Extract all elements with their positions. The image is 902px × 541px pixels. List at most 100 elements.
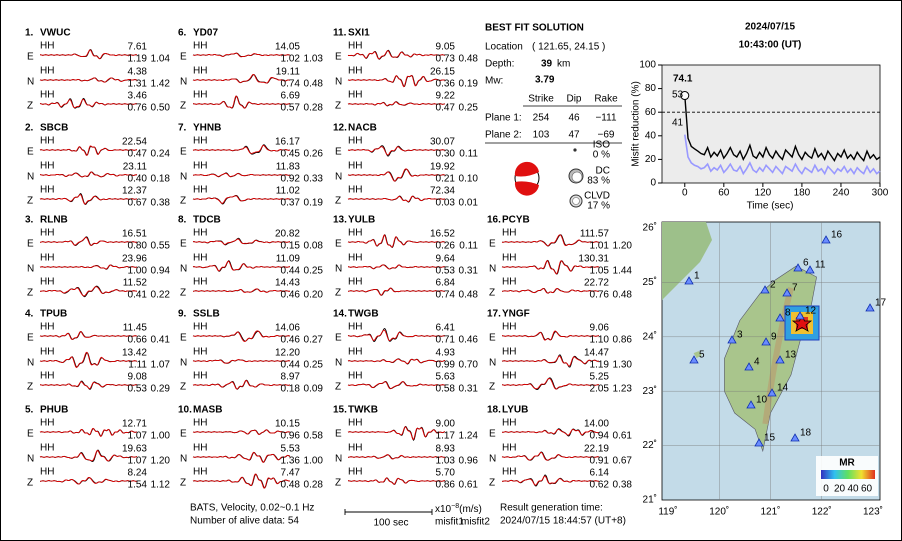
instrument-code: HH xyxy=(193,90,207,101)
misfit1-value: 1.19 xyxy=(128,54,148,65)
station-map-label: 1 xyxy=(694,271,700,282)
instrument-code: HH xyxy=(40,277,54,288)
misfit1-value: 0.71 xyxy=(436,335,456,346)
misfit2-value: 0.28 xyxy=(304,103,324,114)
misfit1-value: 0.58 xyxy=(436,384,456,395)
synthetic-waveform xyxy=(39,427,138,438)
instrument-code: HH xyxy=(348,277,362,288)
misfit2-value: 0.09 xyxy=(304,384,324,395)
x-tick-label: 120 xyxy=(755,188,772,199)
component-label: E xyxy=(335,147,342,158)
misfit2-value: 0.70 xyxy=(459,360,479,371)
station-name: NACB xyxy=(348,123,377,134)
station-name: TWKB xyxy=(348,405,378,416)
misfit1-value: 0.47 xyxy=(436,103,456,114)
synthetic-waveform xyxy=(39,381,138,390)
station-number: 16. xyxy=(487,215,501,226)
amplitude: 9.06 xyxy=(590,323,610,334)
misfit2-value: 0.38 xyxy=(151,198,171,209)
synthetic-waveform xyxy=(347,50,446,60)
instrument-code: HH xyxy=(348,136,362,147)
misfit1-value: 0.80 xyxy=(128,241,148,252)
amplitude: 16.17 xyxy=(275,137,300,148)
map-ridge xyxy=(762,287,794,425)
station-number: 18. xyxy=(487,405,501,416)
misfit2-value: 0.38 xyxy=(613,480,633,491)
misfit1-value: 2.05 xyxy=(590,384,610,395)
synthetic-waveform xyxy=(347,381,446,390)
component-label: Z xyxy=(27,101,33,112)
station-marker xyxy=(793,263,803,272)
synthetic-waveform xyxy=(347,195,446,203)
synthetic-waveform xyxy=(192,380,291,390)
misfit2-value: 1.07 xyxy=(151,360,171,371)
misfit2-value: 0.08 xyxy=(304,241,324,252)
station-map-label: 5 xyxy=(699,350,705,361)
column-header: Rake xyxy=(594,94,618,105)
misfit1-value: 0.74 xyxy=(281,79,301,90)
component-label: Z xyxy=(335,288,341,299)
misfit1-value: 0.03 xyxy=(436,198,456,209)
misfit2-value: 0.26 xyxy=(304,149,324,160)
misfit2-value: 1.12 xyxy=(151,480,171,491)
component-label: Z xyxy=(489,478,495,489)
synthetic-waveform xyxy=(501,451,600,461)
instrument-code: HH xyxy=(502,277,516,288)
station-name: PCYB xyxy=(502,215,530,226)
misfit1-value: 1.36 xyxy=(281,456,301,467)
amplitude: 4.38 xyxy=(128,67,148,78)
synthetic-waveform xyxy=(347,329,446,342)
misfit2-value: 0.22 xyxy=(151,290,171,301)
misfit2-value: 0.86 xyxy=(613,335,633,346)
solution-title: BEST FIT SOLUTION xyxy=(485,23,584,34)
best-time-marker xyxy=(680,91,690,101)
synthetic-waveform xyxy=(193,95,291,109)
component-label: N xyxy=(489,358,496,369)
synthetic-waveform xyxy=(347,426,446,441)
station-map-label: 11 xyxy=(815,260,826,271)
misfit2-value: 0.48 xyxy=(459,54,479,65)
instrument-code: HH xyxy=(40,371,54,382)
misfit1-value: 0.57 xyxy=(281,103,301,114)
unit-part: x10 xyxy=(435,504,452,515)
instrument-code: HH xyxy=(193,41,207,52)
component-name: DC xyxy=(596,166,610,177)
component-label: Z xyxy=(180,101,186,112)
amplitude: 12.71 xyxy=(122,419,147,430)
x-tick-label: 300 xyxy=(872,188,889,199)
component-label: E xyxy=(335,239,342,250)
component-label: N xyxy=(335,454,342,465)
synthetic-waveform xyxy=(192,238,291,245)
amplitude: 6.14 xyxy=(590,468,610,479)
synthetic-waveform xyxy=(192,172,291,177)
misfit2-value: 0.24 xyxy=(151,149,171,160)
misfit2-value: 0.19 xyxy=(459,79,479,90)
annotation: 74.1 xyxy=(673,74,693,85)
misfit2-value: 0.11 xyxy=(459,149,478,160)
station-marker xyxy=(684,276,694,285)
instrument-code: HH xyxy=(348,90,362,101)
amplitude: 22.19 xyxy=(584,444,609,455)
component-label: Z xyxy=(180,288,186,299)
component-label: N xyxy=(27,172,34,183)
y-tick-label: 60 xyxy=(645,107,657,118)
station-marker xyxy=(805,265,815,274)
map-lat-label: 24˚ xyxy=(643,330,657,342)
synthetic-waveform xyxy=(192,429,291,435)
station-name: SBCB xyxy=(40,123,68,134)
misfit1-value: 0.76 xyxy=(128,103,148,114)
instrument-code: HH xyxy=(193,322,207,333)
amplitude: 11.02 xyxy=(276,186,301,197)
amplitude: 8.97 xyxy=(281,372,301,383)
amplitude: 11.52 xyxy=(123,278,148,289)
misfit1-value: 1.31 xyxy=(128,79,148,90)
map-lat-label: 21˚ xyxy=(643,494,657,506)
amplitude: 13.42 xyxy=(122,348,147,359)
station-name: TPUB xyxy=(40,309,67,320)
component-label: N xyxy=(335,264,342,275)
amplitude: 7.47 xyxy=(281,468,301,479)
misfit2-value: 0.25 xyxy=(459,103,479,114)
misfit2-value: 1.44 xyxy=(613,266,633,277)
y-tick-label: 40 xyxy=(645,130,657,141)
misfit2-value: 0.48 xyxy=(459,290,479,301)
